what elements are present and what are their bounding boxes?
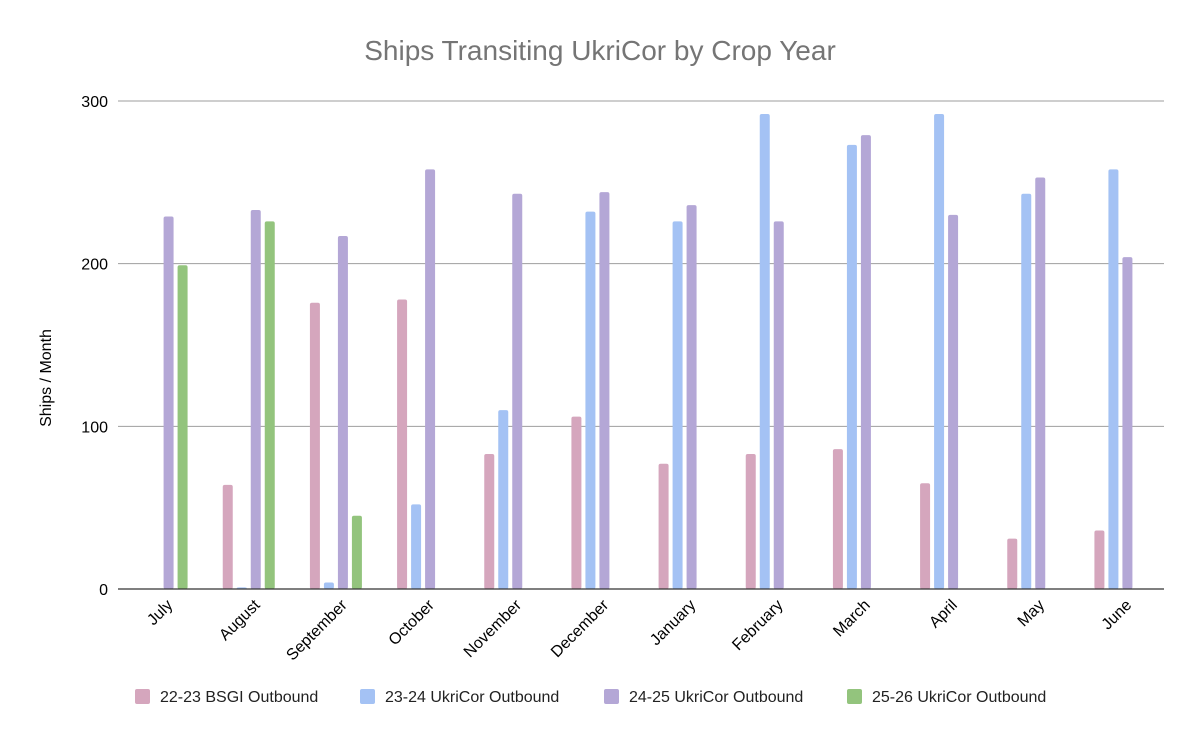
bar [860,135,871,589]
bar [309,302,320,589]
legend-label: 23-24 UkriCor Outbound [385,689,559,706]
x-tick-label: May [1015,597,1048,630]
bar [585,211,596,589]
x-tick-label: February [729,597,786,654]
legend-label: 22-23 BSGI Outbound [160,689,318,706]
x-tick-label: July [144,597,176,629]
chart-title: Ships Transiting UkriCor by Crop Year [364,35,836,66]
legend-swatch [360,689,375,704]
bar [177,265,188,589]
bar [351,515,362,589]
y-tick-label: 0 [99,582,108,599]
legend-swatch [604,689,619,704]
bar [773,221,784,589]
bar [571,416,582,589]
x-tick-label: January [647,597,699,649]
legend-swatch [135,689,150,704]
bar [397,299,408,589]
bar [1007,538,1018,589]
y-axis-label: Ships / Month [38,329,55,427]
x-tick-label: June [1099,597,1136,634]
x-tick-label: March [830,597,873,640]
bar [411,504,422,589]
x-tick-label: September [283,596,351,664]
x-tick-label: December [548,596,613,661]
bar [484,453,495,589]
bar [599,192,610,590]
bar [1122,257,1133,589]
y-tick-label: 200 [81,257,108,274]
bar [846,144,857,590]
legend: 22-23 BSGI Outbound 23-24 UkriCor Outboun… [135,689,1046,706]
bar [264,221,275,589]
bar [425,169,436,589]
bar [759,114,770,589]
bar [1035,177,1046,589]
bar [163,216,174,589]
bar [512,193,523,589]
bar [1108,169,1119,589]
y-tick-label: 100 [81,419,108,436]
bars [163,114,1133,590]
y-tick-label: 300 [81,94,108,111]
bar [832,449,843,589]
bar [323,582,334,589]
bar [222,484,233,589]
x-tick-label: April [926,597,961,632]
bar [250,209,261,589]
bar [498,410,509,589]
bar [934,114,945,589]
x-axis-ticks: July August September October November Decemb… [144,596,1135,664]
legend-label: 25-26 UkriCor Outbound [872,689,1046,706]
bar [337,236,348,589]
bar [1094,530,1105,589]
bar [745,453,756,589]
bar [686,205,697,589]
x-tick-label: October [386,596,439,649]
gridlines [118,100,1164,427]
y-axis-ticks: 0 100 200 300 [81,94,108,599]
bar [672,221,683,589]
bar [948,214,959,589]
legend-label: 24-25 UkriCor Outbound [629,689,803,706]
bar [1021,193,1032,589]
x-tick-label: August [216,596,264,644]
legend-swatch [847,689,862,704]
bar [920,483,931,589]
x-tick-label: November [461,596,526,661]
bar [658,463,669,589]
